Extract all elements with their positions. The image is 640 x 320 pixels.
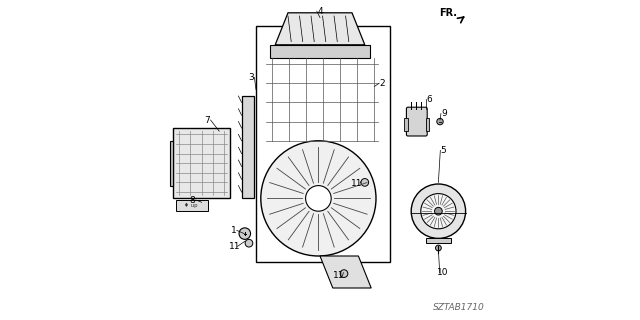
Circle shape [435,245,442,251]
Text: SZTAB1710: SZTAB1710 [433,303,485,312]
Text: ♦ up: ♦ up [184,203,198,208]
Polygon shape [275,13,365,45]
Circle shape [340,270,348,277]
Circle shape [361,179,369,186]
Text: 7: 7 [205,116,210,124]
Bar [426,118,429,131]
Bar [170,141,173,186]
Circle shape [261,141,376,256]
Text: 2: 2 [380,79,385,88]
Text: 3: 3 [248,73,254,82]
Text: 11: 11 [228,242,240,251]
Text: 5: 5 [441,146,446,155]
FancyBboxPatch shape [406,107,428,136]
Bar [404,118,408,131]
Circle shape [239,228,251,239]
Text: 4: 4 [317,7,323,16]
Text: FR.: FR. [439,8,457,19]
Text: 9: 9 [442,109,447,118]
Bar [426,238,451,243]
Circle shape [306,186,332,211]
Circle shape [245,239,253,247]
Circle shape [412,184,466,238]
Bar [256,26,390,262]
Circle shape [435,207,442,215]
Text: 11: 11 [351,179,362,188]
Bar [242,96,254,198]
Bar [176,200,208,211]
Text: 8: 8 [190,196,195,204]
Text: 11: 11 [333,271,345,280]
Bar [173,128,230,198]
Bar [270,45,370,58]
Circle shape [437,118,443,125]
Polygon shape [320,256,371,288]
Text: 6: 6 [426,95,431,104]
Circle shape [421,194,456,229]
Text: 1: 1 [231,226,236,235]
Text: 10: 10 [437,268,449,277]
